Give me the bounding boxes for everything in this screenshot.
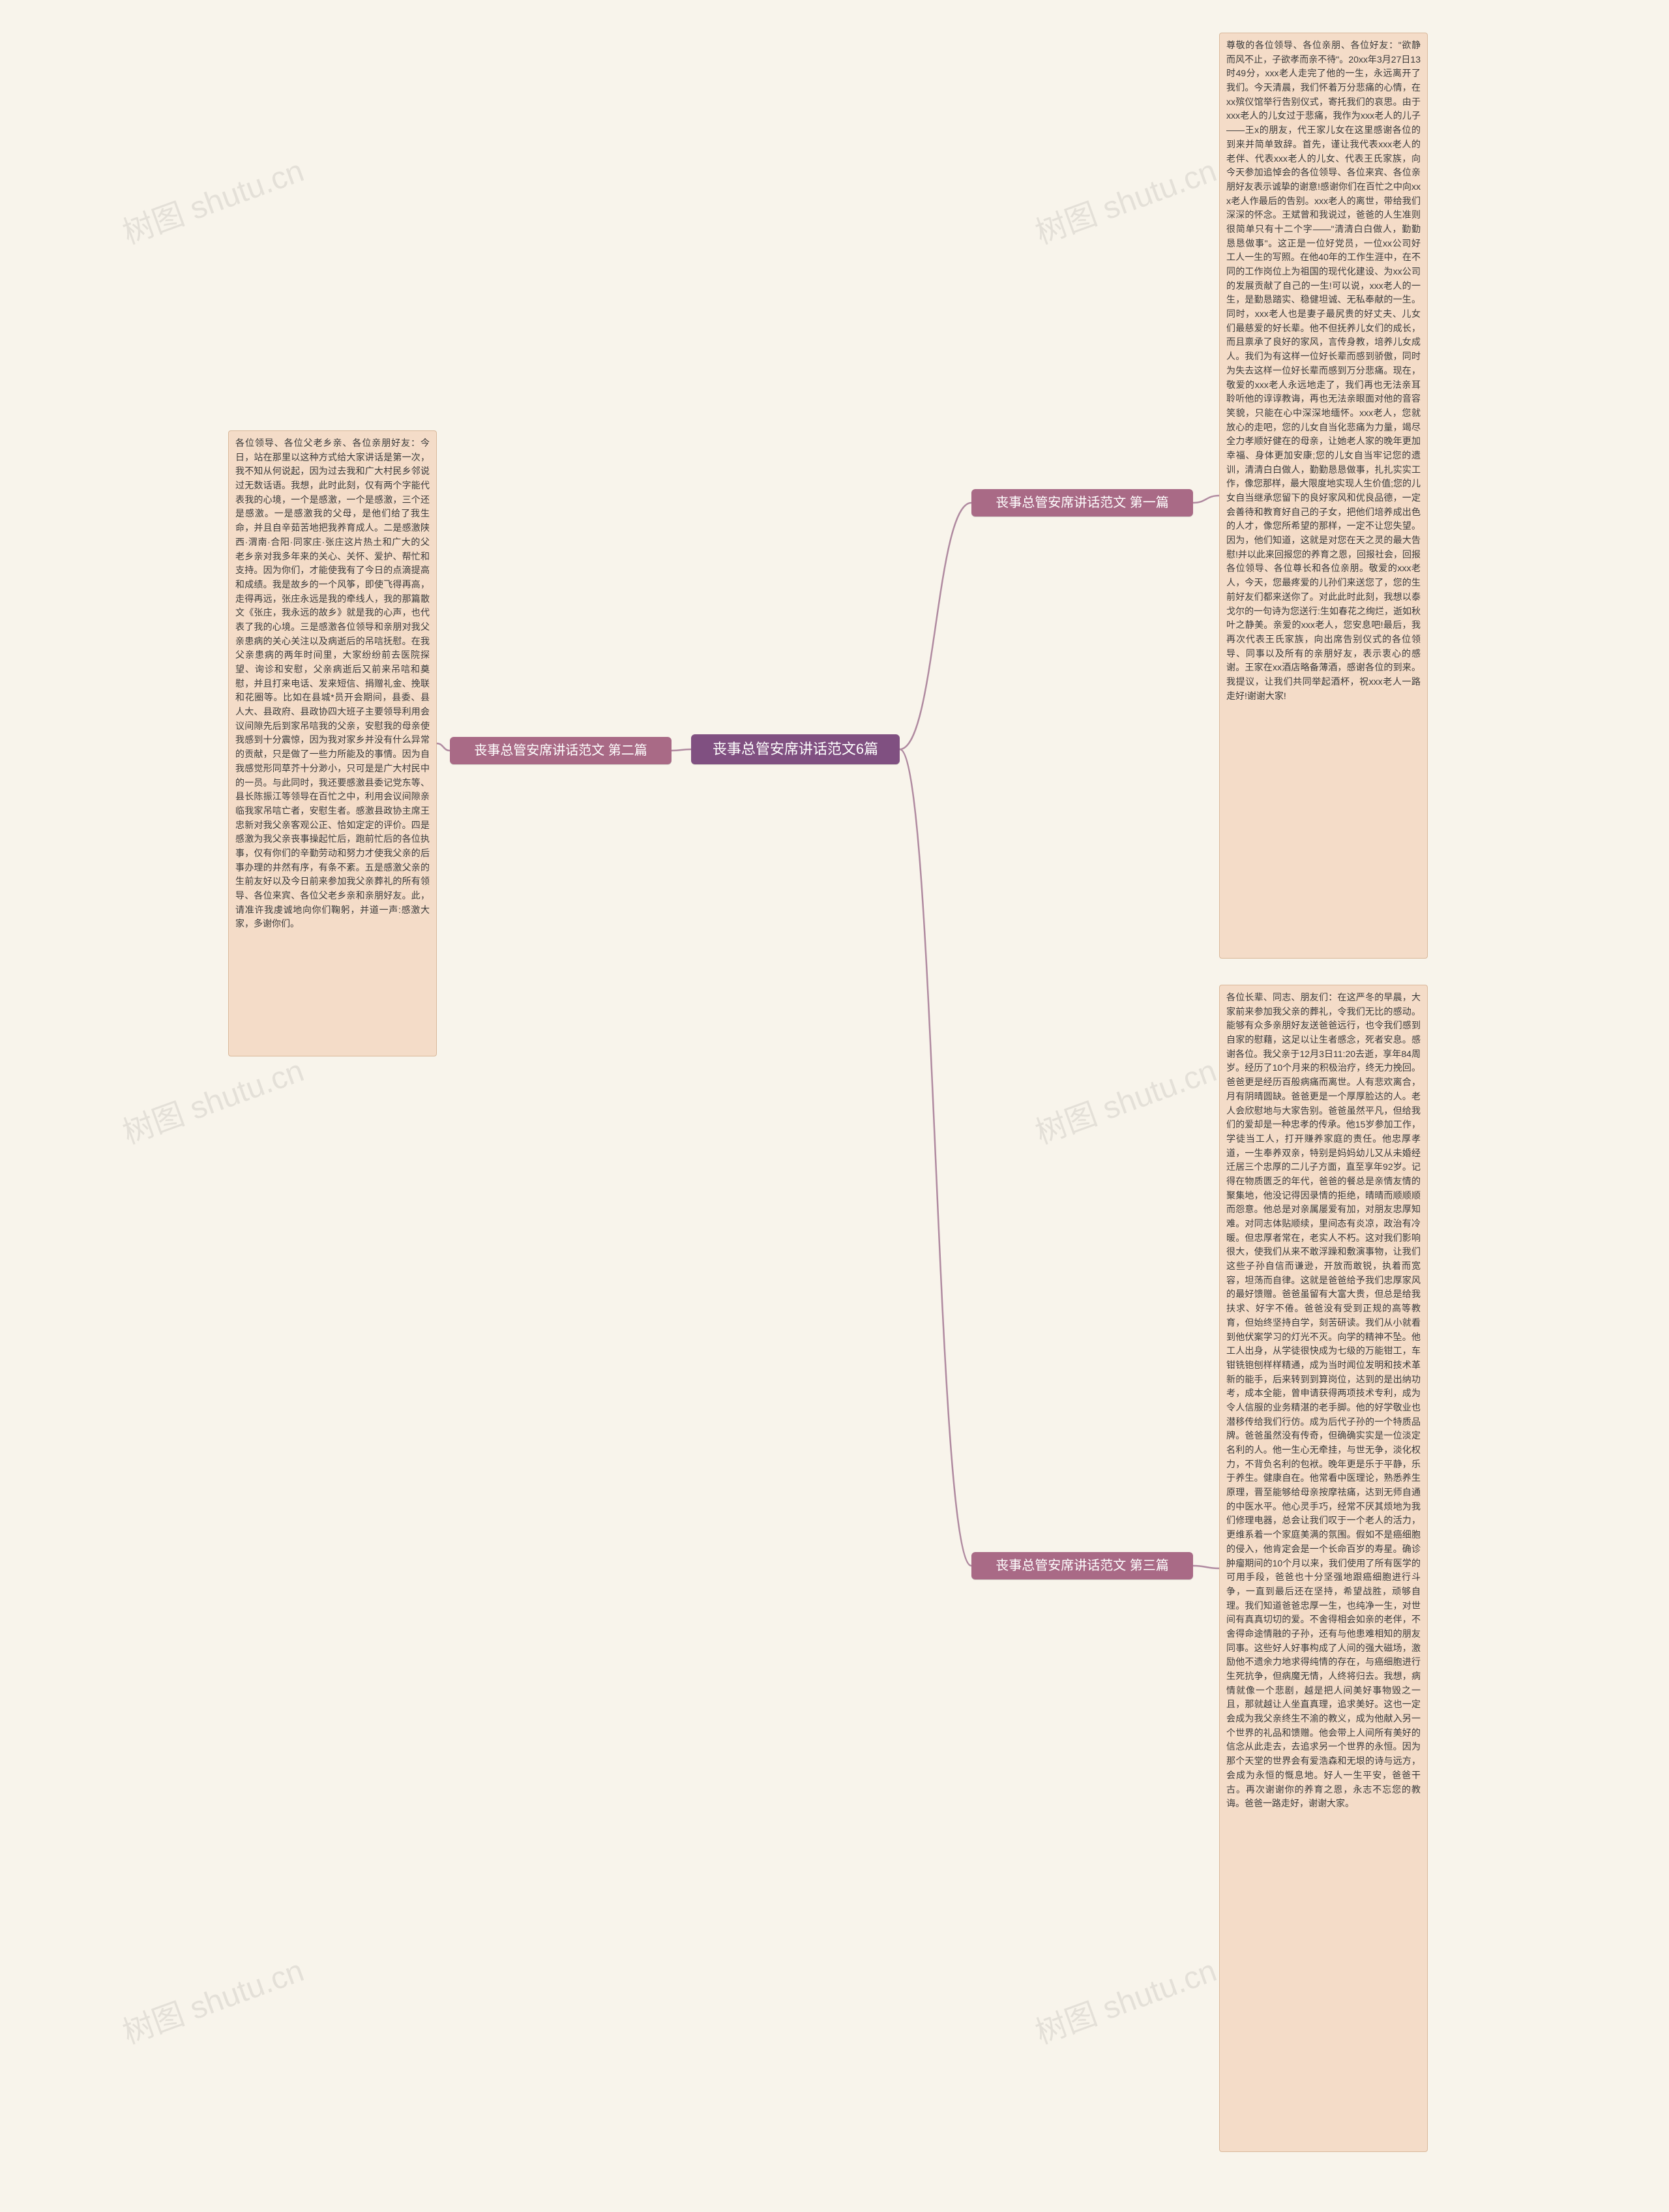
watermark: 树图 shutu.cn [1028,145,1222,252]
watermark: 树图 shutu.cn [115,1945,309,2052]
watermark: 树图 shutu.cn [1028,1945,1222,2052]
mindmap-root-node[interactable]: 丧事总管安席讲话范文6篇 [691,734,900,764]
leaf-content-2: 各位领导、各位父老乡亲、各位亲朋好友：今日，站在那里以这种方式给大家讲话是第一次… [228,430,437,1056]
branch-node-1[interactable]: 丧事总管安席讲话范文 第一篇 [971,489,1193,516]
watermark: 树图 shutu.cn [115,145,309,252]
branch-node-2[interactable]: 丧事总管安席讲话范文 第二篇 [450,737,672,764]
leaf-content-3: 各位长辈、同志、朋友们：在这严冬的早晨，大家前来参加我父亲的葬礼，令我们无比的感… [1219,985,1428,2152]
watermark: 树图 shutu.cn [115,1045,309,1152]
watermark: 树图 shutu.cn [1028,1045,1222,1152]
leaf-content-1: 尊敬的各位领导、各位亲朋、各位好友："欲静而风不止，子欲孝而亲不待"。20xx年… [1219,33,1428,959]
branch-node-3[interactable]: 丧事总管安席讲话范文 第三篇 [971,1552,1193,1579]
